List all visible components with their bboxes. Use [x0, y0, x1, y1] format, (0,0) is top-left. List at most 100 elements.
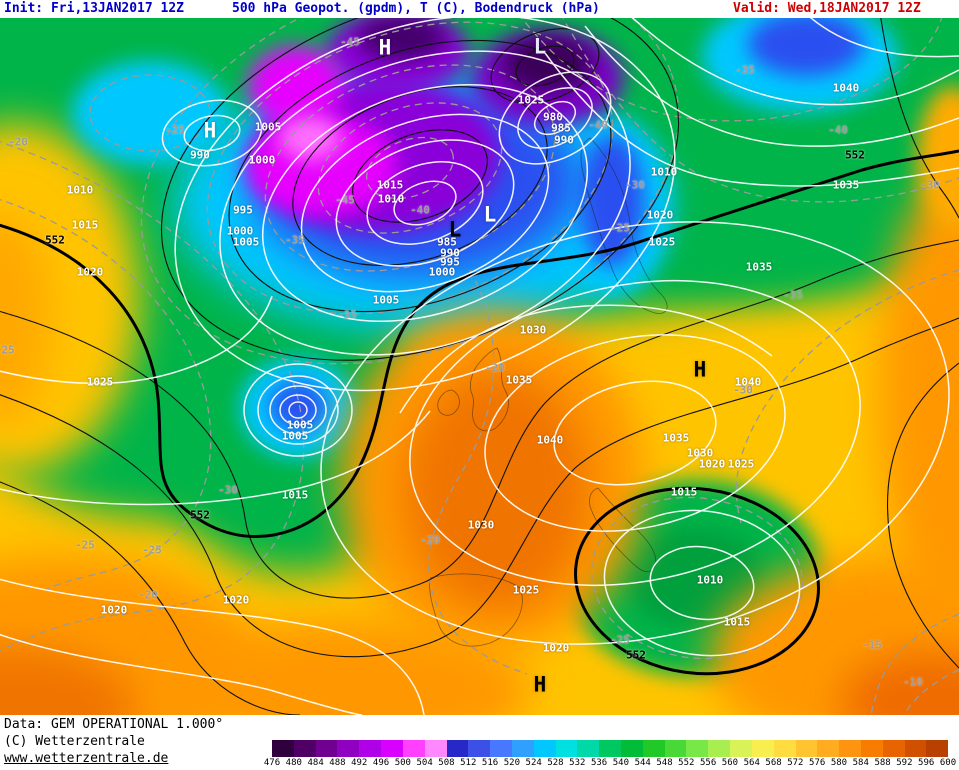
colorbar-tick: 484	[307, 758, 324, 768]
temperature-label: -30	[920, 178, 940, 192]
geopotential-contours	[0, 18, 959, 715]
colorbar-tick: 584	[852, 758, 869, 768]
colorbar-tick: 504	[416, 758, 433, 768]
pressure-label: 1000	[226, 224, 254, 238]
pressure-center: L	[533, 34, 547, 59]
geopotential-label: 552	[190, 508, 210, 522]
colorbar-segment	[490, 740, 512, 757]
colorbar-segment	[599, 740, 621, 757]
colorbar-tick: 588	[874, 758, 891, 768]
pressure-center: H	[533, 672, 547, 697]
pressure-label: 1035	[745, 260, 773, 274]
colorbar: 476 480 484 488 492 496 500 504 508 512 516 520 524 5…	[264, 740, 956, 770]
temperature-label: -35	[735, 63, 755, 77]
colorbar-segment	[533, 740, 556, 757]
colorbar-tick: 572	[787, 758, 804, 768]
temperature-label: -25	[75, 538, 95, 552]
colorbar-segment	[751, 740, 774, 757]
colorbar-tick: 496	[372, 758, 390, 768]
colorbar-tick: 548	[656, 758, 673, 768]
pressure-label: 1020	[100, 603, 128, 617]
colorbar-segment	[337, 740, 360, 757]
map-title: 500 hPa Geopot. (gpdm), T (C), Bodendruc…	[232, 1, 600, 16]
pressure-label: 1000	[428, 265, 456, 279]
temperature-label: -35	[783, 288, 803, 302]
geopotential-label: 552	[626, 648, 646, 662]
pressure-label: 995	[233, 203, 253, 217]
temperature-label: -25	[610, 221, 630, 235]
pressure-label: 990	[440, 246, 460, 260]
colorbar-tick: 508	[438, 758, 455, 768]
temperature-label: -10	[903, 675, 923, 689]
temperature-label: -25	[142, 543, 162, 557]
pressure-label: 985	[437, 235, 457, 249]
temperature-label: -40	[410, 203, 430, 217]
header: Init: Fri,13JAN2017 12Z 500 hPa Geopot. …	[0, 0, 959, 18]
pressure-label: 1025	[727, 457, 755, 471]
colorbar-tick: 564	[743, 758, 760, 768]
pressure-label: 1010	[66, 183, 94, 197]
geopotential-label: 552	[845, 148, 865, 162]
colorbar-tick: 476	[263, 758, 281, 768]
website-link[interactable]: www.wetterzentrale.de	[4, 751, 169, 766]
pressure-label: 1010	[696, 573, 724, 587]
temperature-label: 25	[1, 343, 15, 357]
colorbar-segment	[359, 740, 382, 757]
colorbar-segment	[315, 740, 338, 757]
colorbar-segment	[686, 740, 709, 757]
colorbar-tick: 592	[896, 758, 913, 768]
pressure-label: 1005	[232, 235, 260, 249]
colorbar-segment	[926, 740, 949, 757]
pressure-center: H	[203, 118, 217, 143]
temperature-label: -30	[625, 178, 645, 192]
temperature-label: -45	[340, 35, 360, 49]
data-source: Data: GEM OPERATIONAL 1.000°	[4, 717, 224, 732]
temperature-label: -25	[165, 123, 185, 137]
colorbar-segment	[446, 740, 469, 757]
colorbar-tick: 568	[765, 758, 782, 768]
colorbar-tick: 596	[918, 758, 935, 768]
pressure-label: 1015	[376, 178, 404, 192]
pressure-label: 1040	[734, 375, 762, 389]
colorbar-tick: 580	[830, 758, 848, 768]
footer: Data: GEM OPERATIONAL 1.000° (C) Wetterz…	[0, 715, 959, 770]
init-time: Init: Fri,13JAN2017 12Z	[4, 1, 185, 16]
pressure-label: 995	[440, 255, 460, 269]
colorbar-tick: 488	[329, 758, 346, 768]
temperature-label: -35	[285, 233, 305, 247]
colorbar-segment	[555, 740, 578, 757]
isobar-contours	[0, 18, 959, 715]
pressure-center: L	[448, 217, 462, 242]
colorbar-tick: 540	[612, 758, 630, 768]
colorbar-segment	[664, 740, 687, 757]
pressure-label: 1005	[286, 418, 314, 432]
temperature-label: -30	[218, 483, 238, 497]
temperature-label: -40	[588, 118, 608, 132]
pressure-center: H	[693, 357, 707, 382]
colorbar-segment	[795, 740, 818, 757]
colorbar-segment	[882, 740, 905, 757]
colorbar-segment	[272, 740, 294, 757]
colorbar-tick: 520	[503, 758, 520, 768]
colorbar-tick: 492	[351, 758, 368, 768]
valid-time: Valid: Wed,18JAN2017 12Z	[733, 1, 921, 16]
colorbar-segment	[730, 740, 752, 757]
colorbar-tick: 560	[721, 758, 739, 768]
temperature-label: -30	[733, 383, 753, 397]
pressure-label: 1025	[86, 375, 114, 389]
pressure-label: 1030	[686, 446, 714, 460]
temperature-label: -40	[828, 123, 848, 137]
colorbar-segments	[272, 740, 949, 757]
temperature-label: -25	[610, 633, 630, 647]
colorbar-tick: 600	[939, 758, 957, 768]
colorbar-segment	[577, 740, 600, 757]
pressure-label: 1020	[76, 265, 104, 279]
pressure-label: 1030	[519, 323, 547, 337]
pressure-center: L	[483, 202, 497, 227]
coastlines	[429, 137, 668, 647]
pressure-label: 1005	[372, 293, 400, 307]
pressure-label: 1010	[377, 192, 405, 206]
geopotential-label: 552	[45, 233, 65, 247]
pressure-label: 1025	[517, 93, 545, 107]
pressure-label: 1020	[542, 641, 570, 655]
